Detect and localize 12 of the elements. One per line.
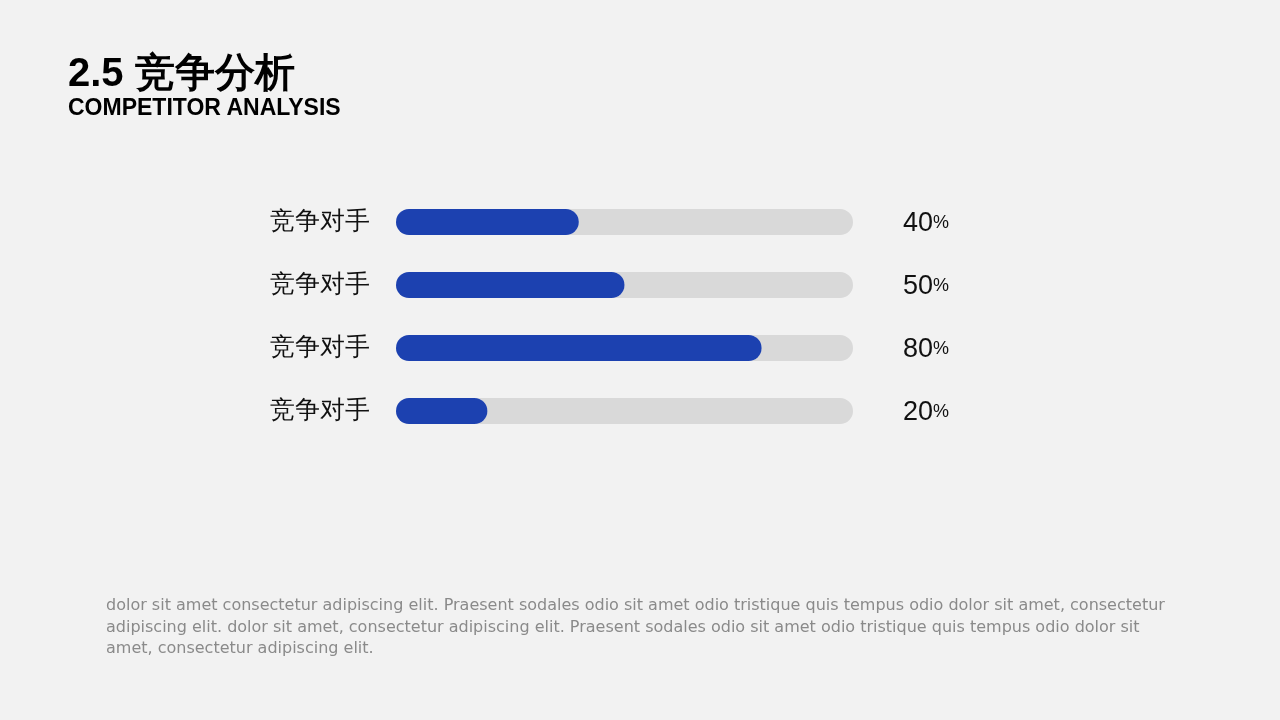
bar [396, 398, 488, 424]
data-label: 40% [903, 207, 950, 237]
y-tick-label: 竞争对手 [270, 332, 370, 360]
text: dolor sit amet consectetur adipiscing elit. Praesent sodales odio sit amet odio tristique quis tempus odio dolor sit amet, consectetur adipiscing elit. dolor sit amet, consectetur adipiscing elit. Praesent sodales odio sit amet odio tristique quis tempus odio dolor sit amet, consectetur adipiscing elit. [106, 595, 1166, 657]
text: COMPETITOR ANALYSIS [68, 94, 341, 120]
y-tick-label: 竞争对手 [270, 269, 370, 297]
data-label: 20% [903, 396, 950, 426]
chart-title: 2.5 竞争分析 [68, 50, 295, 94]
data-label: 50% [903, 270, 950, 300]
y-tick-label: 竞争对手 [270, 395, 370, 423]
data-label: 80% [903, 333, 950, 363]
y-tick-label: 竞争对手 [270, 206, 370, 234]
